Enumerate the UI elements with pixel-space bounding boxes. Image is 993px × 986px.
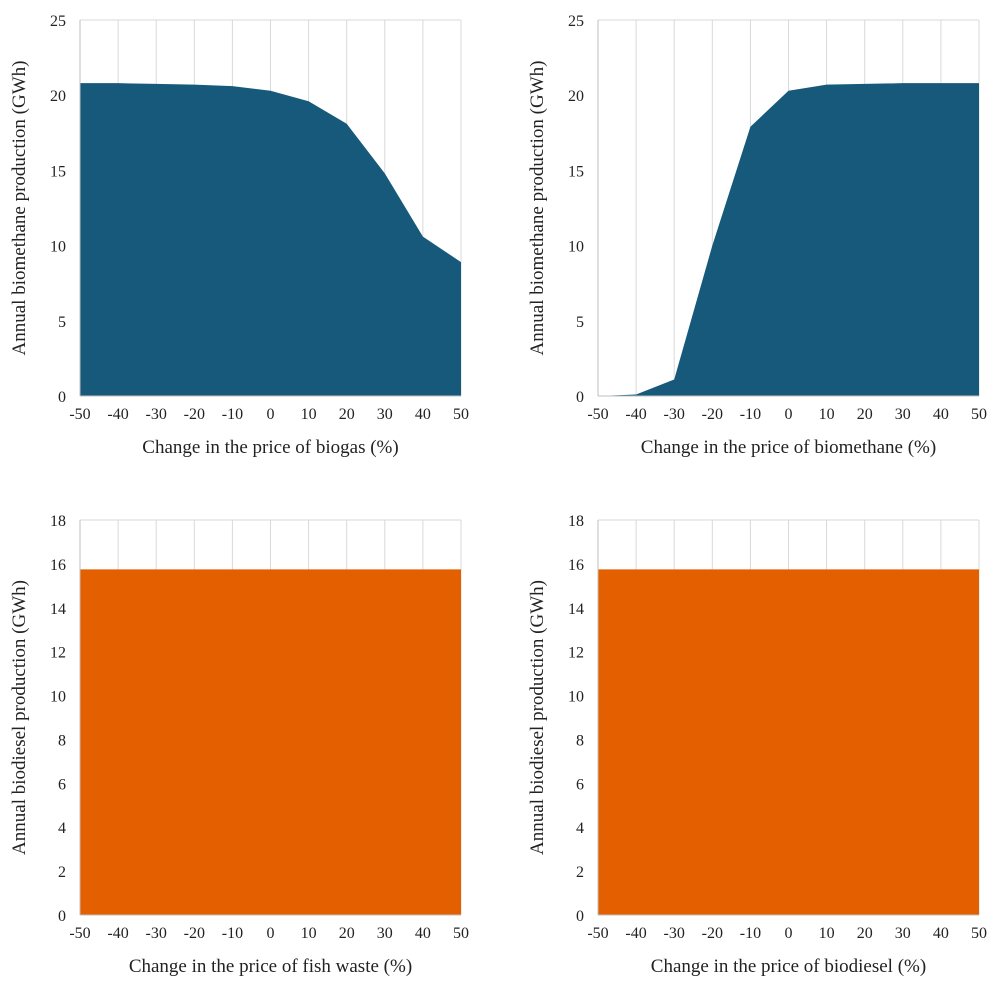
x-axis-title: Change in the price of biodiesel (%) [651, 956, 926, 977]
x-tick-label: 20 [857, 406, 873, 423]
x-tick-label: -50 [69, 925, 90, 942]
x-tick-label: -10 [222, 406, 243, 423]
x-tick-label: 30 [895, 925, 911, 942]
x-tick-label: 30 [377, 925, 393, 942]
y-tick-label: 20 [50, 88, 66, 105]
y-axis-title: Annual biodiesel production (GWh) [9, 580, 30, 855]
area-series-1 [80, 83, 461, 396]
x-tick-label: 40 [415, 406, 431, 423]
y-tick-label: 15 [568, 163, 584, 180]
y-tick-label: 2 [576, 864, 584, 881]
x-tick-label: -10 [740, 406, 761, 423]
x-tick-label: 10 [819, 925, 835, 942]
x-tick-label: -50 [69, 406, 90, 423]
y-tick-label: 20 [568, 88, 584, 105]
y-tick-label: 5 [576, 314, 584, 331]
x-tick-label: 30 [377, 406, 393, 423]
y-axis-title: Annual biodiesel production (GWh) [527, 580, 548, 855]
y-axis-title: Annual biomethane production (GWh) [527, 61, 548, 356]
y-tick-label: 4 [58, 820, 66, 837]
x-tick-label: -20 [184, 925, 205, 942]
chart-panel-3: 0 2 4 6 8 10 12 14 16 18 -50 -40 -30 -20 -10 0 10 20 30 40 5… [9, 513, 469, 977]
x-tick-label: 10 [301, 925, 317, 942]
x-tick-label: -10 [222, 925, 243, 942]
y-tick-label: 14 [568, 601, 584, 618]
y-tick-label: 14 [50, 601, 66, 618]
x-tick-label: 0 [267, 406, 275, 423]
x-tick-label: -20 [702, 925, 723, 942]
x-tick-label: -30 [146, 925, 167, 942]
x-tick-label: 0 [267, 925, 275, 942]
x-tick-label: 50 [453, 406, 469, 423]
y-tick-label: 25 [568, 13, 584, 30]
y-tick-label: 6 [58, 776, 66, 793]
chart-panel-4: 0 2 4 6 8 10 12 14 16 18 -50 -40 -30 -20 -10 0 10 20 30 40 5… [527, 513, 987, 977]
y-tick-label: 12 [50, 645, 66, 662]
x-tick-label: -30 [664, 925, 685, 942]
x-tick-label: 20 [339, 406, 355, 423]
x-tick-label: 0 [785, 406, 793, 423]
x-tick-label: 30 [895, 406, 911, 423]
x-tick-label: 0 [785, 925, 793, 942]
y-tick-label: 25 [50, 13, 66, 30]
x-tick-label: 10 [819, 406, 835, 423]
x-tick-label: 40 [933, 925, 949, 942]
x-tick-label: 50 [971, 406, 987, 423]
y-tick-label: 16 [50, 557, 66, 574]
y-tick-label: 0 [576, 908, 584, 925]
x-tick-label: 20 [857, 925, 873, 942]
x-tick-label: -10 [740, 925, 761, 942]
x-tick-label: 50 [971, 925, 987, 942]
y-tick-label: 16 [568, 557, 584, 574]
x-tick-label: -40 [625, 925, 646, 942]
x-tick-label: -30 [664, 406, 685, 423]
y-tick-label: 6 [576, 776, 584, 793]
y-tick-label: 10 [568, 689, 584, 706]
y-tick-label: 18 [568, 513, 584, 530]
x-tick-label: -20 [184, 406, 205, 423]
x-tick-label: -50 [587, 406, 608, 423]
area-series-1 [80, 569, 461, 915]
y-tick-label: 18 [50, 513, 66, 530]
x-tick-label: 50 [453, 925, 469, 942]
x-tick-label: 10 [301, 406, 317, 423]
x-axis-title: Change in the price of biomethane (%) [641, 437, 936, 458]
y-tick-label: 10 [568, 239, 584, 256]
x-axis-title: Change in the price of fish waste (%) [129, 956, 412, 977]
x-tick-label: 40 [415, 925, 431, 942]
y-tick-label: 0 [576, 389, 584, 406]
x-tick-label: -40 [107, 406, 128, 423]
x-axis-title: Change in the price of biogas (%) [142, 437, 398, 458]
x-tick-label: 20 [339, 925, 355, 942]
area-series-1 [598, 83, 979, 396]
x-tick-label: 40 [933, 406, 949, 423]
y-tick-label: 0 [58, 389, 66, 406]
x-tick-label: -40 [107, 925, 128, 942]
x-tick-label: -20 [702, 406, 723, 423]
y-tick-label: 12 [568, 645, 584, 662]
y-tick-label: 8 [58, 732, 66, 749]
chart-panel-1: 0 5 10 15 20 25 -50 -40 -30 -20 -10 0 10 20 30 40 50 Chan… [9, 13, 469, 458]
x-tick-label: -40 [625, 406, 646, 423]
y-tick-label: 15 [50, 163, 66, 180]
area-series-1 [598, 569, 979, 915]
y-tick-label: 8 [576, 732, 584, 749]
x-tick-label: -50 [587, 925, 608, 942]
chart-panel-2: 0 5 10 15 20 25 -50 -40 -30 -20 -10 0 10 20 30 40 50 Chan… [527, 13, 987, 458]
y-tick-label: 10 [50, 239, 66, 256]
y-axis-title: Annual biomethane production (GWh) [9, 61, 30, 356]
y-tick-label: 2 [58, 864, 66, 881]
x-tick-label: -30 [146, 406, 167, 423]
y-tick-label: 4 [576, 820, 584, 837]
y-tick-label: 0 [58, 908, 66, 925]
y-tick-label: 10 [50, 689, 66, 706]
y-tick-label: 5 [58, 314, 66, 331]
